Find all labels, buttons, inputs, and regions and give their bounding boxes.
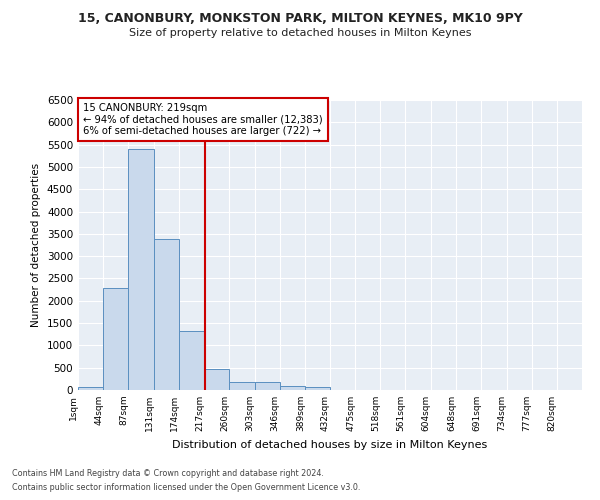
Bar [154,239,179,390]
Text: Contains public sector information licensed under the Open Government Licence v3: Contains public sector information licen… [12,484,361,492]
Bar [78,387,103,390]
Text: Contains HM Land Registry data © Crown copyright and database right 2024.: Contains HM Land Registry data © Crown c… [12,468,324,477]
Bar [280,386,305,390]
Text: 15, CANONBURY, MONKSTON PARK, MILTON KEYNES, MK10 9PY: 15, CANONBURY, MONKSTON PARK, MILTON KEY… [77,12,523,26]
Text: 15 CANONBURY: 219sqm
← 94% of detached houses are smaller (12,383)
6% of semi-de: 15 CANONBURY: 219sqm ← 94% of detached h… [83,103,323,136]
Bar [305,388,330,390]
Bar [229,382,254,390]
Text: Size of property relative to detached houses in Milton Keynes: Size of property relative to detached ho… [129,28,471,38]
X-axis label: Distribution of detached houses by size in Milton Keynes: Distribution of detached houses by size … [172,440,488,450]
Bar [204,368,229,390]
Bar [179,330,204,390]
Bar [103,288,128,390]
Bar [128,149,154,390]
Bar [254,382,280,390]
Y-axis label: Number of detached properties: Number of detached properties [31,163,41,327]
